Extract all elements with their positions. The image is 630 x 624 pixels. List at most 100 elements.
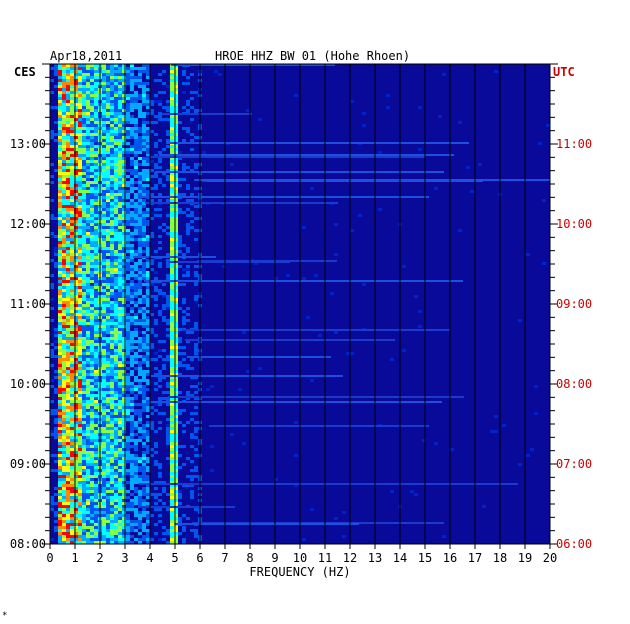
spectrogram-cell	[86, 178, 90, 181]
spectrogram-cell	[174, 184, 178, 187]
spectrogram-cell	[134, 118, 138, 121]
spectrogram-cell	[130, 487, 134, 490]
spectrogram-cell	[162, 316, 166, 319]
spectrogram-cell	[178, 265, 182, 268]
spectrogram-cell	[126, 175, 130, 178]
spectrogram-cell	[122, 379, 126, 382]
spectrogram-cell	[118, 136, 122, 139]
spectrogram-cell	[126, 130, 130, 133]
spectrogram-cell	[86, 145, 90, 148]
spectrogram-cell	[66, 208, 70, 211]
spectrogram-cell	[70, 400, 74, 403]
spectrogram-cell	[82, 187, 86, 190]
spectrogram-cell	[90, 481, 94, 484]
x-tick-label: 2	[96, 551, 103, 565]
spectrogram-cell	[126, 328, 130, 331]
spectrogram-cell	[90, 469, 94, 472]
spectrogram-cell	[70, 541, 74, 544]
spectrogram-cell	[62, 490, 66, 493]
spectrogram-cell	[230, 433, 234, 436]
spectrogram-cell	[186, 394, 190, 397]
spectrogram-cell	[174, 376, 178, 379]
spectrogram-cell	[122, 469, 126, 472]
spectrogram-cell	[186, 271, 190, 274]
spectrogram-cell	[170, 334, 174, 337]
spectrogram-cell	[174, 355, 178, 358]
spectrogram-cell	[66, 490, 70, 493]
spectrogram-cell	[118, 157, 122, 160]
spectrogram-cell	[138, 349, 142, 352]
spectrogram-cell	[70, 502, 74, 505]
spectrogram-cell	[70, 409, 74, 412]
spectrogram-cell	[70, 325, 74, 328]
spectrogram-cell	[286, 274, 290, 277]
spectrogram-cell	[118, 265, 122, 268]
spectrogram-cell	[166, 139, 170, 142]
right-timezone-label: UTC	[553, 65, 575, 79]
spectrogram-cell	[70, 508, 74, 511]
spectrogram-cell	[138, 211, 142, 214]
spectrogram-cell	[134, 97, 138, 100]
spectrogram-cell	[178, 502, 182, 505]
spectrogram-cell	[102, 229, 106, 232]
spectrogram-cell	[90, 172, 94, 175]
spectrogram-cell	[142, 358, 146, 361]
spectrogram-cell	[170, 82, 174, 85]
spectrogram-cell	[130, 334, 134, 337]
spectrogram-cell	[142, 235, 146, 238]
spectrogram-cell	[82, 142, 86, 145]
spectrogram-cell	[110, 469, 114, 472]
spectrogram-cell	[82, 250, 86, 253]
spectrogram-cell	[82, 349, 86, 352]
spectrogram-cell	[70, 355, 74, 358]
spectrogram-cell	[58, 175, 62, 178]
spectrogram-cell	[74, 277, 78, 280]
spectrogram-cell	[146, 223, 150, 226]
spectrogram-cell	[70, 334, 74, 337]
spectrogram-cell	[110, 541, 114, 544]
spectrogram-cell	[78, 253, 82, 256]
spectrogram-cell	[110, 493, 114, 496]
spectrogram-cell	[70, 94, 74, 97]
spectrogram-cell	[66, 397, 70, 400]
spectrogram-cell	[54, 388, 58, 391]
spectrogram-cell	[106, 370, 110, 373]
spectrogram-cell	[110, 424, 114, 427]
spectrogram-cell	[170, 247, 174, 250]
spectrogram-cell	[74, 490, 78, 493]
spectrogram-cell	[78, 472, 82, 475]
spectrogram-cell	[126, 118, 130, 121]
spectrogram-cell	[126, 223, 130, 226]
spectrogram-cell	[90, 232, 94, 235]
spectrogram-cell	[422, 439, 426, 442]
spectrogram-cell	[102, 328, 106, 331]
spectrogram-cell	[58, 205, 62, 208]
spectrogram-cell	[106, 505, 110, 508]
spectrogram-cell	[186, 100, 190, 103]
spectrogram-cell	[54, 334, 58, 337]
spectrogram-cell	[62, 172, 66, 175]
spectrogram-cell	[142, 322, 146, 325]
spectrogram-cell	[170, 73, 174, 76]
spectrogram-cell	[194, 166, 198, 169]
spectrogram-cell	[90, 178, 94, 181]
spectrogram-cell	[170, 298, 174, 301]
spectrogram-cell	[86, 454, 90, 457]
spectrogram-cell	[118, 313, 122, 316]
spectrogram-cell	[90, 190, 94, 193]
spectrogram-cell	[170, 109, 174, 112]
spectrogram-cell	[170, 295, 174, 298]
spectrogram-cell	[58, 379, 62, 382]
spectrogram-cell	[122, 457, 126, 460]
spectrogram-cell	[126, 352, 130, 355]
spectrogram-cell	[122, 415, 126, 418]
spectrogram-cell	[130, 523, 134, 526]
spectrogram-cell	[174, 100, 178, 103]
spectrogram-cell	[170, 496, 174, 499]
spectrogram-cell	[70, 451, 74, 454]
spectrogram-cell	[158, 181, 162, 184]
spectrogram-cell	[78, 442, 82, 445]
spectrogram-cell	[90, 184, 94, 187]
spectrogram-cell	[146, 346, 150, 349]
spectrogram-cell	[90, 181, 94, 184]
